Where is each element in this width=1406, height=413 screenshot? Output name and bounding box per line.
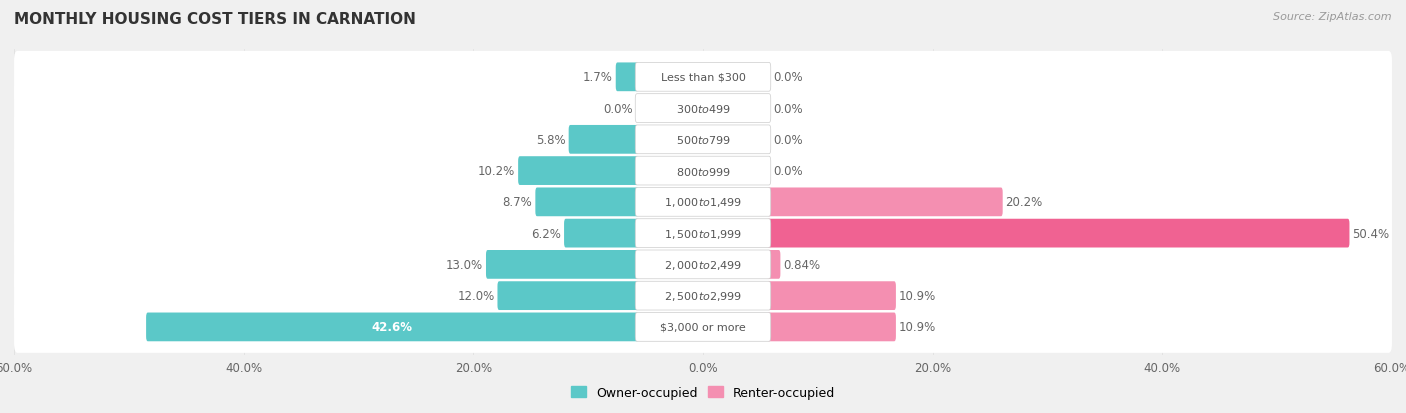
Text: 12.0%: 12.0% — [457, 290, 495, 302]
FancyBboxPatch shape — [146, 313, 638, 342]
FancyBboxPatch shape — [486, 250, 638, 279]
FancyBboxPatch shape — [519, 157, 638, 185]
Text: 6.2%: 6.2% — [531, 227, 561, 240]
FancyBboxPatch shape — [14, 145, 1392, 197]
Text: Less than $300: Less than $300 — [661, 73, 745, 83]
FancyBboxPatch shape — [14, 83, 1392, 135]
Text: 10.9%: 10.9% — [898, 320, 936, 334]
Text: Source: ZipAtlas.com: Source: ZipAtlas.com — [1274, 12, 1392, 22]
FancyBboxPatch shape — [568, 126, 638, 154]
FancyBboxPatch shape — [636, 63, 770, 92]
Text: 13.0%: 13.0% — [446, 258, 484, 271]
FancyBboxPatch shape — [636, 282, 770, 310]
FancyBboxPatch shape — [636, 188, 770, 217]
Text: 0.0%: 0.0% — [773, 165, 803, 178]
Text: $800 to $999: $800 to $999 — [675, 165, 731, 177]
Text: 20.2%: 20.2% — [1005, 196, 1043, 209]
FancyBboxPatch shape — [768, 219, 1350, 248]
Text: 50.4%: 50.4% — [1353, 227, 1389, 240]
FancyBboxPatch shape — [768, 282, 896, 310]
Text: $300 to $499: $300 to $499 — [675, 103, 731, 115]
Text: $500 to $799: $500 to $799 — [675, 134, 731, 146]
Text: 10.2%: 10.2% — [478, 165, 515, 178]
Text: 0.0%: 0.0% — [773, 71, 803, 84]
Text: 0.0%: 0.0% — [773, 102, 803, 115]
FancyBboxPatch shape — [536, 188, 638, 217]
Text: $1,500 to $1,999: $1,500 to $1,999 — [664, 227, 742, 240]
FancyBboxPatch shape — [14, 208, 1392, 259]
FancyBboxPatch shape — [636, 95, 770, 123]
Text: $2,000 to $2,499: $2,000 to $2,499 — [664, 258, 742, 271]
Text: 0.84%: 0.84% — [783, 258, 820, 271]
FancyBboxPatch shape — [636, 157, 770, 185]
Text: 0.0%: 0.0% — [603, 102, 633, 115]
FancyBboxPatch shape — [616, 63, 638, 92]
FancyBboxPatch shape — [14, 114, 1392, 166]
FancyBboxPatch shape — [14, 301, 1392, 353]
FancyBboxPatch shape — [14, 270, 1392, 322]
Legend: Owner-occupied, Renter-occupied: Owner-occupied, Renter-occupied — [567, 381, 839, 404]
FancyBboxPatch shape — [768, 313, 896, 342]
FancyBboxPatch shape — [636, 313, 770, 342]
FancyBboxPatch shape — [564, 219, 638, 248]
FancyBboxPatch shape — [768, 250, 780, 279]
Text: $3,000 or more: $3,000 or more — [661, 322, 745, 332]
Text: $1,000 to $1,499: $1,000 to $1,499 — [664, 196, 742, 209]
Text: $2,500 to $2,999: $2,500 to $2,999 — [664, 290, 742, 302]
FancyBboxPatch shape — [14, 176, 1392, 228]
Text: 0.0%: 0.0% — [773, 133, 803, 147]
FancyBboxPatch shape — [636, 250, 770, 279]
FancyBboxPatch shape — [14, 52, 1392, 104]
Text: 42.6%: 42.6% — [373, 320, 413, 334]
Text: 5.8%: 5.8% — [536, 133, 565, 147]
Text: 8.7%: 8.7% — [503, 196, 533, 209]
FancyBboxPatch shape — [636, 126, 770, 154]
Text: 10.9%: 10.9% — [898, 290, 936, 302]
FancyBboxPatch shape — [498, 282, 638, 310]
FancyBboxPatch shape — [768, 188, 1002, 217]
Text: 1.7%: 1.7% — [583, 71, 613, 84]
Text: MONTHLY HOUSING COST TIERS IN CARNATION: MONTHLY HOUSING COST TIERS IN CARNATION — [14, 12, 416, 27]
FancyBboxPatch shape — [14, 239, 1392, 291]
FancyBboxPatch shape — [636, 219, 770, 248]
